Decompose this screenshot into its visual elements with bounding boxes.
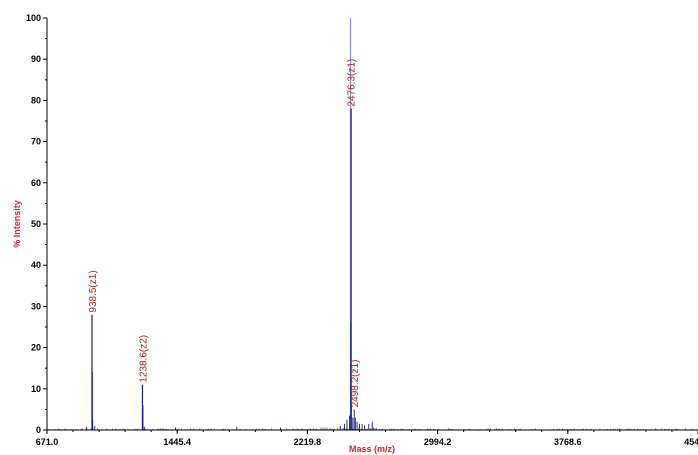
x-axis-title: Mass (m/z) — [349, 444, 395, 454]
x-tick-label: 2994.2 — [424, 437, 452, 447]
y-tick-label: 10 — [31, 384, 41, 394]
y-tick-label: 60 — [31, 178, 41, 188]
peak-annotation: 2476.3(z1) — [347, 59, 358, 107]
x-tick-label: 671.0 — [36, 437, 59, 447]
peak-annotation: 1238.6(z2) — [138, 335, 149, 383]
y-ticks: 0 10 20 30 40 50 60 70 80 90 100 — [26, 13, 47, 435]
y-tick-label: 100 — [26, 13, 41, 23]
y-tick-label: 30 — [31, 301, 41, 311]
peak-labels: 938.5(z1) 1238.6(z2) 2476.3(z1) 2498.2(z1) — [88, 59, 361, 408]
x-tick-label: 4543.0 — [684, 437, 698, 447]
y-tick-label: 50 — [31, 219, 41, 229]
x-tick-label: 2219.8 — [294, 437, 322, 447]
y-tick-label: 90 — [31, 54, 41, 64]
y-tick-label: 70 — [31, 137, 41, 147]
y-tick-label: 20 — [31, 343, 41, 353]
spectrum-peaks — [85, 18, 373, 430]
y-axis-title: % Intensity — [12, 200, 22, 248]
x-tick-label: 1445.4 — [163, 437, 191, 447]
peak-annotation: 938.5(z1) — [88, 270, 99, 312]
y-tick-label: 40 — [31, 260, 41, 270]
y-tick-label: 0 — [36, 425, 41, 435]
x-tick-label: 3768.6 — [554, 437, 582, 447]
x-ticks: 671.0 1445.4 2219.8 2994.2 3768.6 4543.0 — [36, 430, 698, 447]
peak-annotation: 2498.2(z1) — [350, 360, 361, 408]
y-tick-label: 80 — [31, 95, 41, 105]
